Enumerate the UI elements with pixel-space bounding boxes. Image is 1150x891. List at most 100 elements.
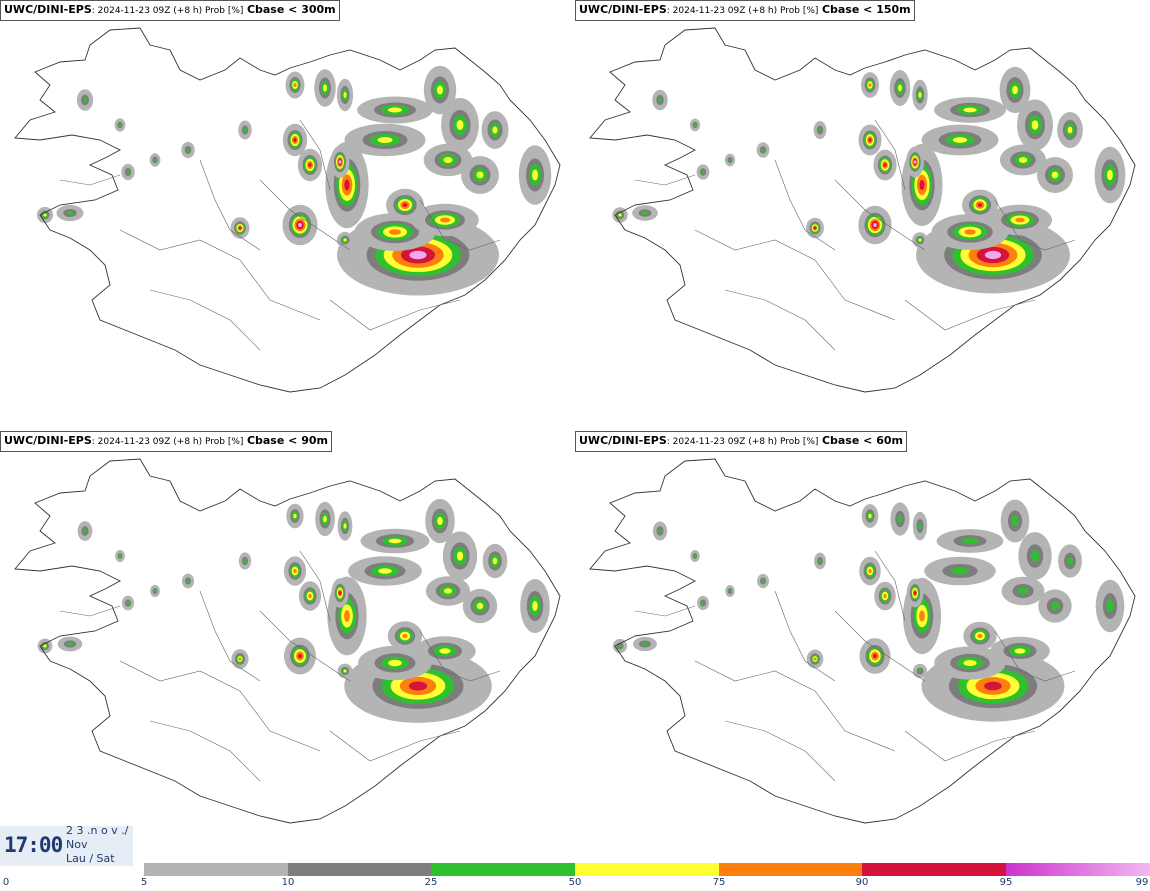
coastline bbox=[14, 27, 561, 393]
probability-contour bbox=[919, 610, 925, 622]
probability-contour bbox=[43, 213, 47, 217]
probability-contour bbox=[1067, 126, 1073, 134]
valid-time-clock: 17:00 bbox=[4, 833, 63, 857]
probability-contour bbox=[532, 169, 538, 181]
region-boundary bbox=[834, 179, 926, 251]
title-meta: : 2024-11-23 09Z (+8 h) Prob [%] bbox=[666, 437, 819, 447]
panel-title: UWC/DINI-EPS: 2024-11-23 09Z (+8 h) Prob… bbox=[0, 431, 332, 452]
probability-fields bbox=[612, 66, 1126, 294]
map-panel-60m: UWC/DINI-EPS: 2024-11-23 09Z (+8 h) Prob… bbox=[575, 431, 1150, 862]
region-boundary bbox=[724, 720, 836, 782]
probability-contour bbox=[238, 226, 242, 230]
valid-time-box: 17:00 2 3 .n o v ./ Nov Lau / Sat bbox=[0, 826, 133, 866]
title-threshold: Cbase < 60m bbox=[821, 434, 903, 447]
region-boundary bbox=[199, 590, 261, 682]
probability-contour bbox=[868, 513, 872, 519]
panel-title: UWC/DINI-EPS: 2024-11-23 09Z (+8 h) Prob… bbox=[575, 431, 907, 452]
probability-contour bbox=[961, 538, 979, 544]
probability-contour bbox=[293, 138, 297, 142]
probability-contour bbox=[243, 558, 247, 564]
probability-contour bbox=[883, 163, 887, 167]
colorbar-segment bbox=[288, 863, 432, 876]
probability-contour bbox=[642, 642, 648, 646]
colorbar-tick-label: 95 bbox=[999, 877, 1013, 888]
probability-contour bbox=[1050, 601, 1060, 611]
probability-contour bbox=[658, 97, 662, 103]
probability-contour bbox=[388, 538, 402, 544]
region-boundary bbox=[994, 630, 1076, 682]
iceland-map bbox=[589, 458, 1136, 824]
colorbar-tick-label: 0 bbox=[2, 877, 10, 888]
probability-contour bbox=[984, 681, 1002, 691]
probability-contour bbox=[701, 601, 705, 605]
region-boundary bbox=[634, 174, 696, 186]
probability-contour bbox=[83, 97, 87, 103]
probability-contour bbox=[323, 84, 327, 92]
probability-contour bbox=[153, 589, 157, 593]
region-boundary bbox=[299, 550, 331, 622]
probability-contour bbox=[343, 92, 347, 98]
probability-contour bbox=[389, 229, 401, 235]
iceland-map bbox=[14, 458, 561, 824]
probability-contour bbox=[618, 644, 622, 648]
probability-contour bbox=[298, 653, 302, 659]
region-boundary bbox=[774, 590, 836, 682]
probability-contour bbox=[873, 653, 877, 659]
region-boundary bbox=[149, 289, 261, 351]
colorbar-segment bbox=[144, 863, 288, 876]
probability-contour bbox=[293, 568, 297, 574]
region-boundary bbox=[199, 159, 261, 251]
title-meta: : 2024-11-23 09Z (+8 h) Prob [%] bbox=[91, 6, 244, 16]
region-boundary bbox=[419, 630, 501, 682]
probability-contour bbox=[693, 123, 697, 127]
region-boundary bbox=[59, 174, 121, 186]
iceland-map bbox=[14, 27, 561, 393]
region-boundary bbox=[904, 730, 1036, 762]
probability-contour bbox=[308, 163, 312, 167]
title-threshold: Cbase < 300m bbox=[246, 3, 336, 16]
date-line-1: 2 3 .n o v ./ bbox=[66, 826, 129, 837]
probability-contour bbox=[913, 160, 917, 164]
coastline bbox=[589, 458, 1136, 824]
probability-contour bbox=[761, 579, 765, 583]
probability-contour bbox=[818, 558, 822, 564]
probability-contour bbox=[964, 229, 976, 235]
probability-contour bbox=[343, 523, 347, 529]
probability-contour bbox=[897, 514, 903, 524]
probability-contour bbox=[377, 137, 393, 143]
probability-contour bbox=[868, 138, 872, 142]
date-line-2: Nov bbox=[66, 838, 88, 851]
region-boundary bbox=[724, 289, 836, 351]
region-boundary bbox=[634, 605, 696, 617]
region-boundary bbox=[299, 119, 331, 191]
coastline bbox=[589, 27, 1136, 393]
probability-contour bbox=[388, 659, 402, 667]
probability-contour bbox=[918, 522, 922, 530]
probability-contour bbox=[437, 85, 443, 95]
probability-contour bbox=[338, 160, 342, 164]
probability-contour bbox=[728, 158, 732, 162]
colorbar-segment bbox=[431, 863, 575, 876]
probability-contour bbox=[43, 644, 47, 648]
probability-contour bbox=[1014, 648, 1026, 654]
probability-contour bbox=[977, 633, 983, 639]
probability-contour bbox=[1106, 599, 1114, 613]
probability-contour bbox=[437, 516, 443, 526]
probability-contour bbox=[344, 179, 350, 191]
probability-contour bbox=[343, 238, 347, 242]
probability-contour bbox=[118, 554, 122, 558]
probability-fields bbox=[37, 498, 550, 723]
probability-contour bbox=[476, 171, 484, 179]
date-line-3: Lau / Sat bbox=[66, 852, 115, 865]
probability-colorbar: 0 5 10 25 50 75 90 95 99 bbox=[0, 862, 1150, 891]
region-boundary bbox=[694, 660, 896, 752]
region-boundary bbox=[149, 720, 261, 782]
probability-contour bbox=[402, 633, 408, 639]
region-boundary bbox=[874, 119, 906, 191]
title-source: UWC/DINI-EPS bbox=[4, 434, 92, 447]
title-source: UWC/DINI-EPS bbox=[579, 3, 667, 16]
probability-contour bbox=[868, 83, 872, 87]
probability-contour bbox=[408, 681, 428, 691]
map-panel-150m: UWC/DINI-EPS: 2024-11-23 09Z (+8 h) Prob… bbox=[575, 0, 1150, 431]
title-threshold: Cbase < 150m bbox=[821, 3, 911, 16]
